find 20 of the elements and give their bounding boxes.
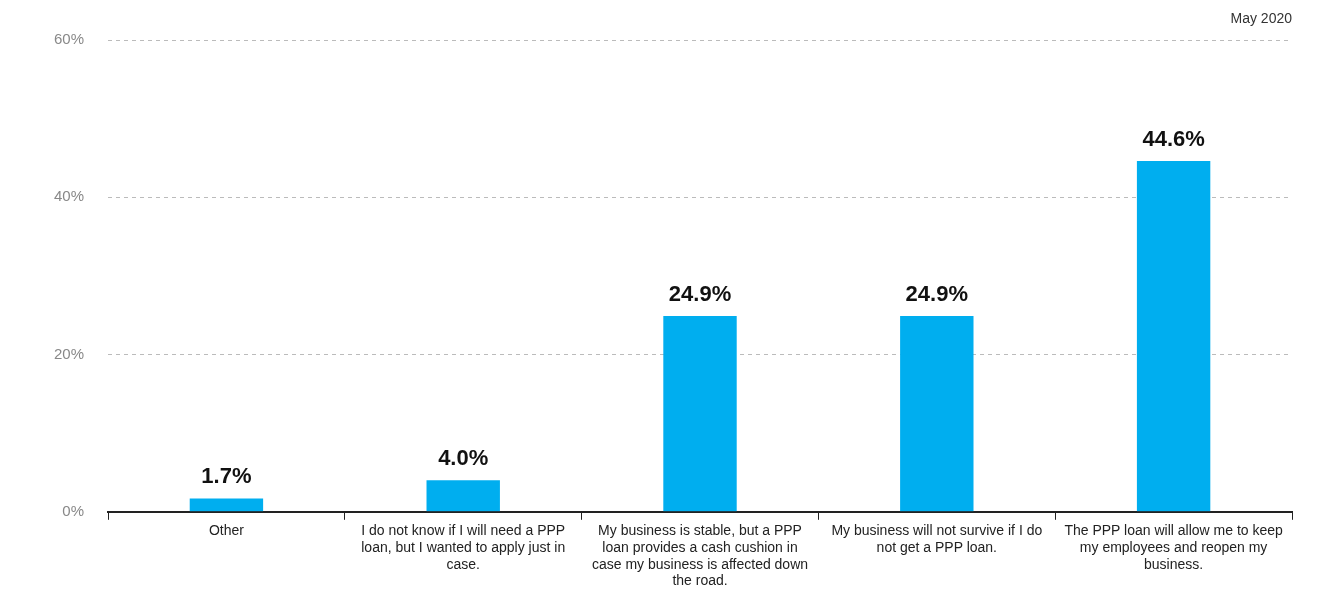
bar — [189, 498, 264, 512]
x-tick-label: I do not know if I will need a PPP loan, but I wanted to apply just in case. — [361, 522, 566, 572]
x-tick-label: The PPP loan will allow me to keep my employees and reopen my business. — [1064, 522, 1284, 572]
data-label: 4.0% — [438, 445, 489, 471]
bar — [663, 316, 737, 512]
y-tick-label: 20% — [53, 344, 85, 362]
y-tick-label: 60% — [53, 30, 85, 48]
data-label: 44.6% — [1142, 126, 1205, 152]
y-tick-label: 0% — [62, 501, 85, 519]
bar — [1136, 161, 1211, 512]
text: May 2020 — [1230, 9, 1293, 26]
bar — [900, 316, 974, 512]
bar — [426, 480, 500, 512]
data-label: 24.9% — [668, 281, 732, 307]
x-tick-label: My business will not survive if I do not get a PPP loan. — [831, 522, 1043, 555]
data-label: 1.7% — [201, 463, 252, 489]
x-tick-label: Other — [208, 522, 245, 539]
x-tick-label: My business is stable, but a PPP loan provides a cash cushion in case my business is affected down the road. — [591, 522, 809, 589]
data-label: 24.9% — [905, 281, 968, 307]
y-tick-label: 40% — [53, 187, 85, 205]
